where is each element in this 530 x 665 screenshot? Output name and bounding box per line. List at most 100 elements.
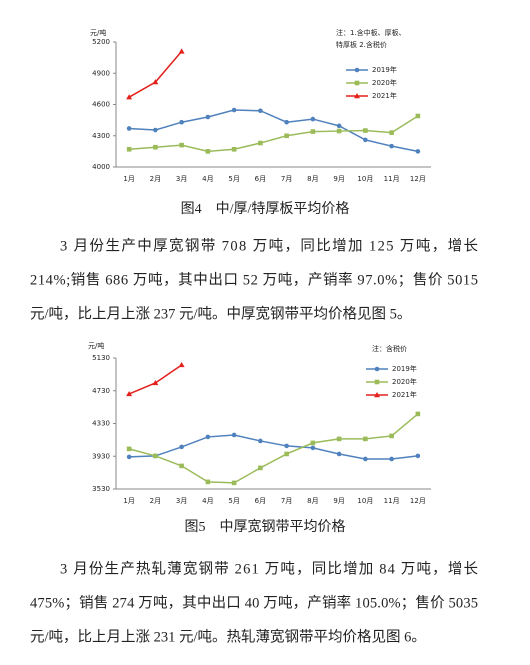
figure-caption: 图4 中/厚/特厚板平均价格 — [181, 201, 350, 217]
x-tick-label: 2月 — [150, 175, 161, 183]
point — [389, 433, 394, 439]
paragraph-line: 元/吨，比上月上涨 237 元/吨。中厚宽钢带平均价格见图 5。 — [30, 305, 411, 322]
point — [258, 108, 263, 114]
point — [153, 453, 158, 459]
point — [231, 107, 237, 113]
legend-marker — [374, 379, 380, 385]
point — [284, 451, 289, 457]
x-tick-label: 4月 — [202, 175, 213, 183]
legend-label: 2019年 — [392, 364, 417, 373]
point — [179, 463, 184, 469]
point — [152, 79, 159, 85]
x-tick-label: 10月 — [357, 497, 373, 505]
x-tick-label: 9月 — [333, 175, 344, 183]
x-tick-label: 2月 — [150, 497, 161, 505]
legend-label: 2021年 — [372, 91, 397, 100]
point — [126, 94, 133, 100]
x-tick-label: 9月 — [333, 497, 344, 505]
series-line — [129, 434, 418, 460]
y-tick-label: 4300 — [92, 132, 110, 140]
x-tick-label: 12月 — [410, 497, 426, 505]
point — [179, 142, 184, 148]
x-tick-label: 7月 — [281, 497, 292, 505]
point — [153, 144, 158, 150]
point — [363, 436, 368, 442]
series-line — [128, 50, 183, 98]
point — [310, 440, 316, 446]
x-tick-label: 3月 — [176, 497, 187, 505]
legend-label: 2021年 — [392, 390, 417, 399]
point — [363, 128, 368, 133]
point — [389, 130, 394, 135]
x-tick-label: 4月 — [202, 497, 213, 505]
legend-label: 2019年 — [372, 65, 397, 74]
point — [336, 128, 342, 134]
paragraph-line: 3 月份生产中厚宽钢带 708 万吨，同比增加 125 万吨，增长 — [60, 237, 479, 254]
legend-marker — [354, 67, 360, 73]
point — [336, 123, 342, 129]
legend-marker — [354, 80, 360, 86]
legend-label: 2020年 — [392, 377, 417, 386]
x-tick-label: 10月 — [357, 175, 373, 183]
x-tick-label: 8月 — [307, 175, 318, 183]
point — [389, 143, 394, 149]
series-line — [128, 364, 183, 395]
point — [126, 446, 132, 452]
x-tick-label: 11月 — [384, 175, 400, 183]
point — [258, 140, 263, 146]
series-line — [128, 413, 419, 484]
point — [258, 438, 263, 444]
y-tick-label: 5130 — [92, 354, 110, 362]
point — [389, 456, 394, 462]
x-tick-label: 3月 — [176, 175, 187, 183]
unit-label: 元/吨 — [88, 341, 104, 350]
point — [415, 113, 421, 119]
point — [310, 116, 316, 122]
x-tick-label: 1月 — [123, 175, 134, 183]
y-tick-label: 3530 — [92, 485, 110, 493]
paragraph-line: 475%；销售 274 万吨，其中出口 40 万吨，产销率 105.0%；售价 … — [30, 594, 478, 611]
point — [178, 361, 185, 368]
point — [126, 454, 132, 460]
series-line — [129, 109, 419, 153]
note: 注：1.含中板、厚板、 — [336, 28, 406, 37]
point — [231, 432, 237, 438]
x-tick-label: 7月 — [281, 175, 292, 183]
point — [284, 443, 289, 449]
note: 特厚板 2.含税价 — [336, 40, 387, 49]
point — [284, 119, 289, 125]
figure-caption: 图5 中厚宽钢带平均价格 — [185, 518, 346, 535]
y-tick-label: 5200 — [92, 38, 110, 46]
point — [126, 126, 132, 131]
point — [205, 479, 211, 485]
point — [336, 436, 342, 442]
y-tick-label: 4000 — [92, 163, 110, 171]
note: 注：含税价 — [372, 344, 407, 353]
legend-label: 2020年 — [372, 78, 397, 87]
x-tick-label: 5月 — [228, 175, 239, 183]
point — [152, 379, 159, 386]
point — [231, 480, 237, 486]
x-tick-label: 12月 — [410, 175, 426, 183]
point — [284, 133, 289, 139]
y-tick-label: 4330 — [92, 420, 110, 428]
x-tick-label: 5月 — [228, 497, 239, 505]
point — [363, 456, 368, 462]
y-tick-label: 4730 — [92, 387, 110, 395]
point — [231, 146, 237, 152]
point — [205, 114, 211, 120]
point — [178, 48, 185, 54]
x-tick-label: 8月 — [307, 497, 318, 505]
point — [126, 146, 132, 152]
unit-label: 元/吨 — [90, 28, 106, 37]
point — [205, 434, 211, 440]
point — [153, 127, 158, 133]
series-line — [129, 115, 419, 153]
point — [336, 451, 342, 457]
legend-marker — [354, 93, 360, 99]
y-tick-label: 3930 — [92, 452, 110, 460]
legend-marker — [374, 366, 380, 372]
paragraph-line: 元/吨，比上月上涨 231 元/吨。热轧薄宽钢带平均价格见图 6。 — [30, 628, 426, 645]
